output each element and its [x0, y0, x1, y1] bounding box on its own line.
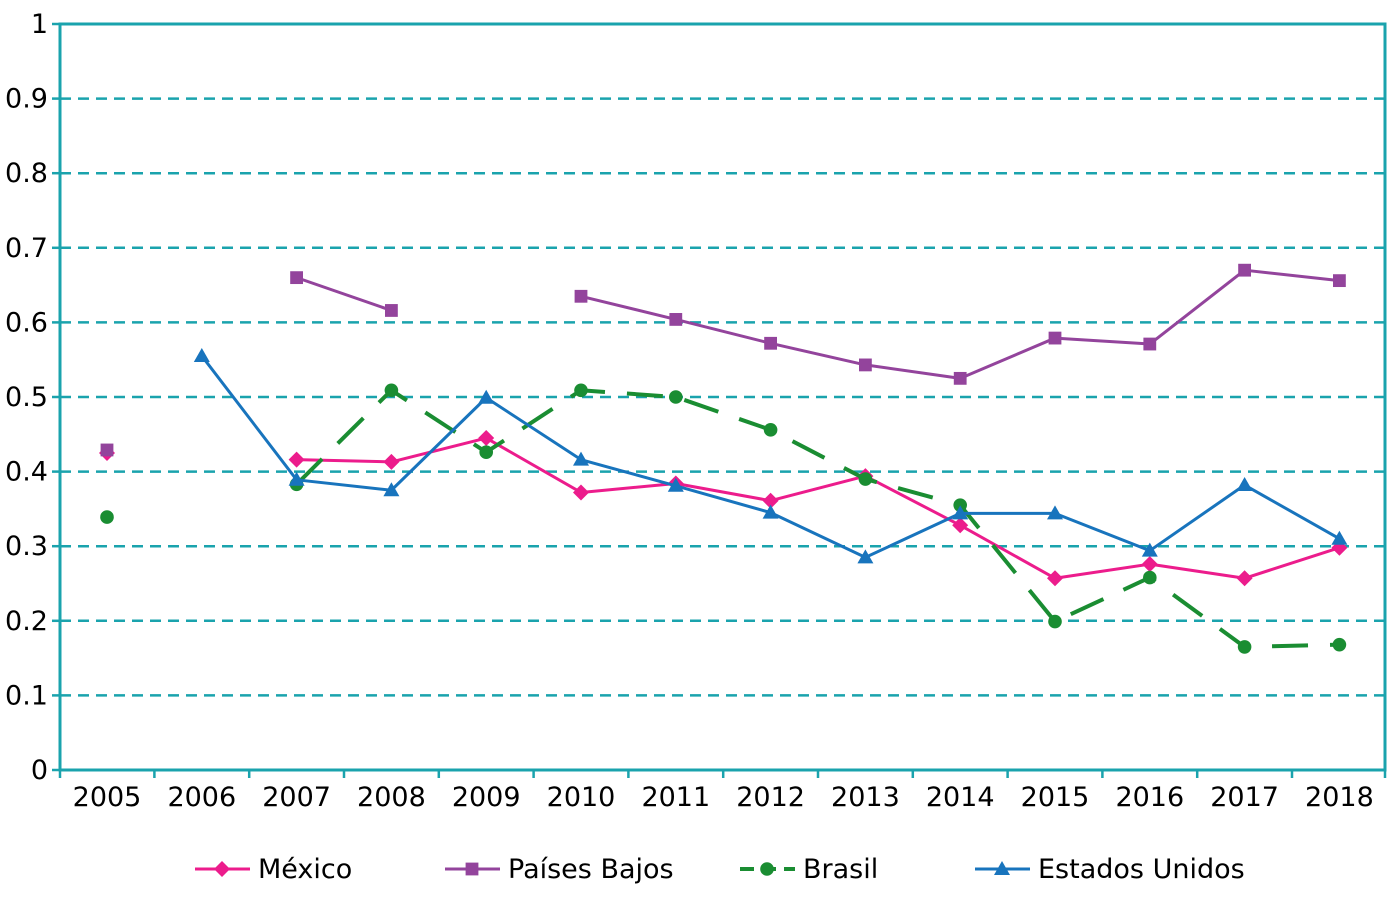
y-axis-ticks: 0 0.1 0.2 0.3 0.4 0.5 0.6 0.7 0.8 0.9 1 [5, 9, 60, 786]
series-mexico [99, 430, 1348, 587]
y-tick-label: 0.1 [5, 680, 48, 711]
data-point [1238, 263, 1251, 277]
data-point [762, 504, 779, 519]
x-tick-label: 2016 [1115, 782, 1184, 813]
series-brasil [100, 383, 1347, 654]
data-point [952, 517, 969, 534]
data-point [1236, 477, 1253, 492]
data-point [1333, 274, 1346, 288]
x-axis-ticks: 2005 2006 2007 2008 2009 2010 2011 2012 2013 2014… [58, 770, 1387, 813]
legend-marker [214, 861, 230, 877]
legend-label: México [258, 854, 352, 885]
data-point [1331, 530, 1348, 545]
x-tick-label: 2013 [831, 782, 900, 813]
series-line-segment [296, 436, 1340, 580]
data-point [573, 451, 589, 466]
series-line-segment [200, 355, 1341, 559]
y-tick-label: 0.7 [5, 233, 48, 264]
x-tick-label: 2012 [736, 782, 805, 813]
x-tick-label: 2010 [547, 782, 616, 813]
series-estados-unidos [193, 347, 1348, 564]
legend-label: Países Bajos [508, 854, 674, 885]
data-point [1141, 556, 1158, 573]
data-point [385, 304, 398, 317]
legend: México Países Bajos Brasil Estados Unidos [195, 854, 1245, 885]
data-point [763, 423, 778, 437]
data-point [953, 498, 967, 512]
data-point [383, 482, 400, 497]
data-point [1237, 640, 1252, 654]
data-point [574, 289, 588, 303]
x-tick-label: 2008 [357, 782, 426, 813]
data-point [478, 389, 495, 404]
data-point [573, 484, 589, 501]
data-point [1143, 570, 1157, 585]
data-point [100, 443, 114, 457]
data-point [478, 430, 495, 447]
series-lines [99, 263, 1348, 654]
x-tick-label: 2005 [73, 782, 142, 813]
data-point [383, 453, 400, 470]
data-point [667, 477, 684, 492]
data-point [857, 549, 874, 564]
y-tick-label: 0.3 [5, 531, 48, 562]
y-tick-label: 0.9 [5, 84, 48, 115]
data-point [384, 383, 399, 398]
data-point [952, 505, 969, 520]
x-tick-label: 2014 [926, 782, 995, 813]
data-point [762, 492, 779, 509]
y-tick-label: 0.4 [5, 457, 48, 488]
data-point [764, 336, 777, 350]
data-point [858, 472, 873, 486]
data-point [859, 358, 872, 372]
y-tick-label: 0.5 [5, 382, 48, 413]
legend-label: Brasil [803, 854, 878, 885]
data-point [1143, 337, 1157, 351]
series-line-segment [296, 276, 392, 312]
x-tick-label: 2009 [452, 782, 521, 813]
x-tick-label: 2017 [1210, 782, 1279, 813]
data-point [669, 313, 683, 326]
x-tick-label: 2006 [167, 782, 236, 813]
y-tick-label: 1 [31, 9, 48, 40]
data-point [290, 271, 303, 285]
data-point [574, 383, 588, 398]
series-line-segment [295, 388, 1340, 649]
y-tick-label: 0 [31, 755, 48, 786]
series-line-segment [580, 268, 1340, 380]
legend-marker [465, 862, 479, 876]
data-point [1048, 331, 1062, 345]
data-point [288, 451, 305, 468]
legend-item-paises-bajos: Países Bajos [445, 854, 674, 885]
legend-marker [760, 862, 774, 876]
y-tick-label: 0.6 [5, 307, 48, 338]
data-point [193, 347, 210, 362]
data-point [953, 371, 967, 385]
data-point [100, 510, 114, 524]
data-point [288, 471, 305, 486]
gridlines [60, 97, 1385, 697]
x-tick-label: 2015 [1021, 782, 1090, 813]
x-tick-label: 2007 [262, 782, 331, 813]
legend-item-estados-unidos: Estados Unidos [975, 854, 1245, 885]
legend-label: Estados Unidos [1038, 854, 1245, 885]
legend-marker [994, 861, 1010, 875]
y-tick-label: 0.8 [5, 158, 48, 189]
data-point [479, 445, 494, 460]
data-point [1047, 505, 1063, 520]
x-tick-label: 2018 [1305, 782, 1374, 813]
data-point [1332, 637, 1347, 652]
legend-item-mexico: México [195, 854, 352, 885]
data-point [1047, 570, 1063, 587]
y-tick-label: 0.2 [5, 606, 48, 637]
data-point [1236, 570, 1253, 587]
legend-item-brasil: Brasil [740, 854, 878, 885]
data-point [1048, 614, 1062, 629]
series-paises-bajos [100, 263, 1346, 457]
data-point [1141, 542, 1158, 557]
data-point [669, 390, 683, 404]
x-tick-label: 2011 [641, 782, 710, 813]
